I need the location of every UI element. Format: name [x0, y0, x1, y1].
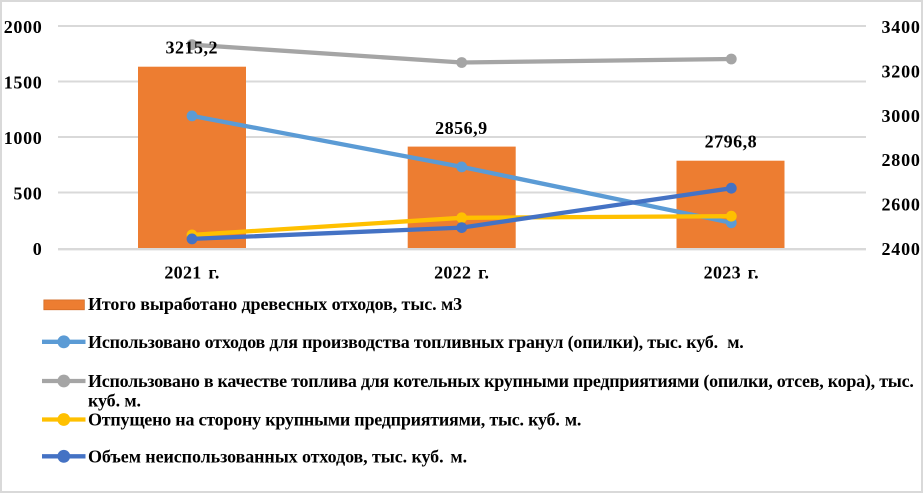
- svg-text:2400: 2400: [882, 239, 921, 259]
- svg-text:Объем неиспользованных отходов: Объем неиспользованных отходов, тыс. куб…: [88, 446, 467, 466]
- svg-text:Использовано в качестве топлив: Использовано в качестве топлива для коте…: [88, 371, 914, 392]
- svg-text:2023 г.: 2023 г.: [704, 263, 759, 283]
- svg-text:2856,9: 2856,9: [435, 118, 488, 138]
- svg-text:Отпущено на сторону крупными п: Отпущено на сторону крупными предприятия…: [88, 409, 581, 429]
- svg-text:3215,2: 3215,2: [166, 38, 219, 58]
- svg-text:3400: 3400: [882, 17, 921, 37]
- svg-text:3000: 3000: [882, 106, 921, 126]
- svg-text:Итого выработано древесных отх: Итого выработано древесных отходов, тыс.…: [88, 294, 462, 314]
- svg-text:1000: 1000: [4, 128, 43, 148]
- svg-text:0: 0: [33, 239, 43, 259]
- svg-text:Использовано отходов для произ: Использовано отходов для производства то…: [88, 332, 744, 353]
- svg-text:2800: 2800: [882, 150, 921, 170]
- svg-text:1500: 1500: [4, 73, 43, 93]
- svg-text:2021 г.: 2021 г.: [164, 263, 219, 283]
- svg-text:2000: 2000: [4, 17, 43, 37]
- svg-text:2022 г.: 2022 г.: [434, 263, 489, 283]
- svg-text:500: 500: [13, 184, 42, 204]
- svg-text:2600: 2600: [882, 195, 921, 215]
- svg-text:куб. м.: куб. м.: [88, 390, 141, 410]
- svg-text:2796,8: 2796,8: [705, 132, 758, 152]
- svg-text:3200: 3200: [882, 61, 921, 81]
